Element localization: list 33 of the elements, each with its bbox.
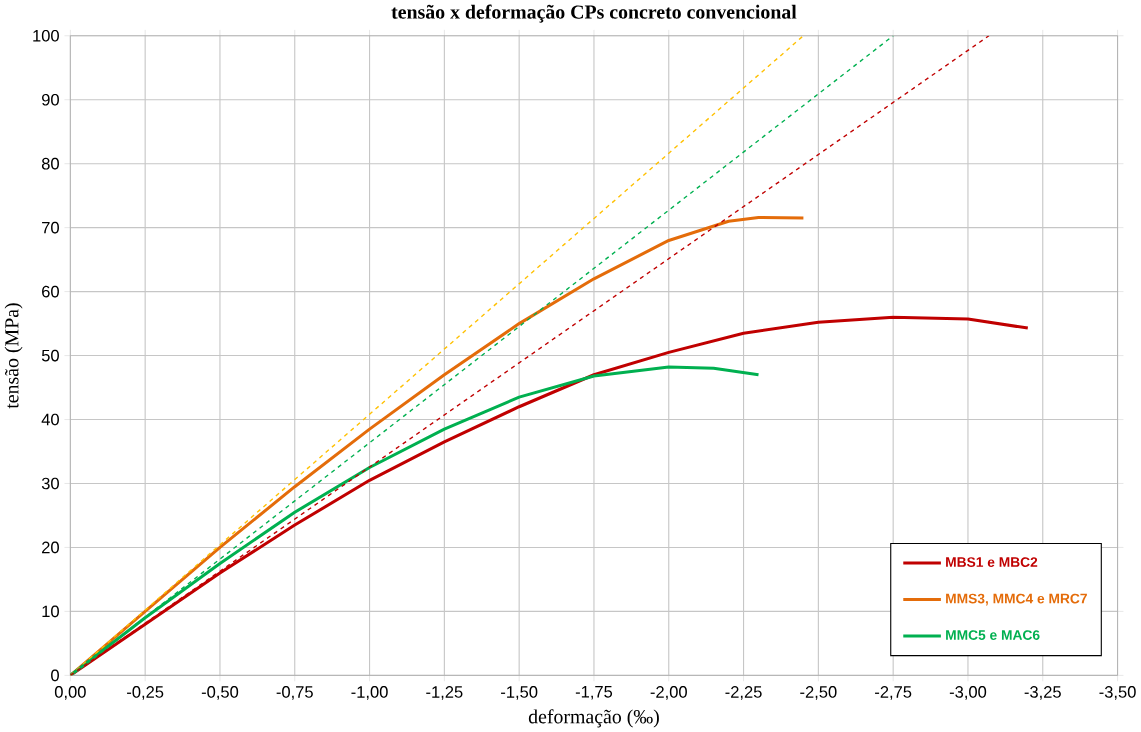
x-tick-label: -2,00 [650,686,687,700]
x-tick-label: -1,75 [575,686,613,700]
y-tick-label: 80 [41,157,59,170]
x-axis-title: deformação (‰) [528,709,659,728]
x-tick-label: -1,25 [426,686,463,700]
y-tick-label: 70 [42,221,59,234]
x-tick-label: -0,50 [201,686,239,700]
y-tick-label: 60 [42,285,59,298]
x-tick-label: -1,50 [501,686,538,700]
y-tick-label: 50 [41,349,59,362]
x-tick-label: -0,25 [127,686,164,700]
y-tick-label: 90 [42,93,59,106]
chart-title: tensão x deformação CPs concreto convencional [391,4,797,23]
y-tick-label: 10 [42,605,59,618]
x-tick-label: 0,00 [54,686,86,700]
legend-label: MMC5 e MAC6 [946,630,1040,640]
x-tick-label: -3,25 [1024,686,1061,700]
x-tick-label: -0,75 [276,686,313,700]
x-tick-label: -1,00 [351,686,388,700]
y-tick-label: 30 [41,477,59,490]
y-tick-label: 40 [41,413,59,426]
x-tick-label: -3,00 [949,686,987,700]
y-axis-title: tensão (MPa) [4,303,23,409]
legend-label: MMS3, MMC4 e MRC7 [946,593,1087,606]
y-tick-label: 20 [42,541,59,554]
line-series [70,215,805,676]
y-tick-label: 100 [33,29,59,42]
x-tick-label: -2,50 [800,686,837,700]
legend-label: MBS1 e MBC2 [946,557,1038,567]
x-tick-label: -3,50 [1099,686,1136,700]
x-tick-label: -2,75 [875,686,912,700]
y-tick-label: 0 [51,669,59,682]
x-tick-label: -2,25 [725,686,762,700]
